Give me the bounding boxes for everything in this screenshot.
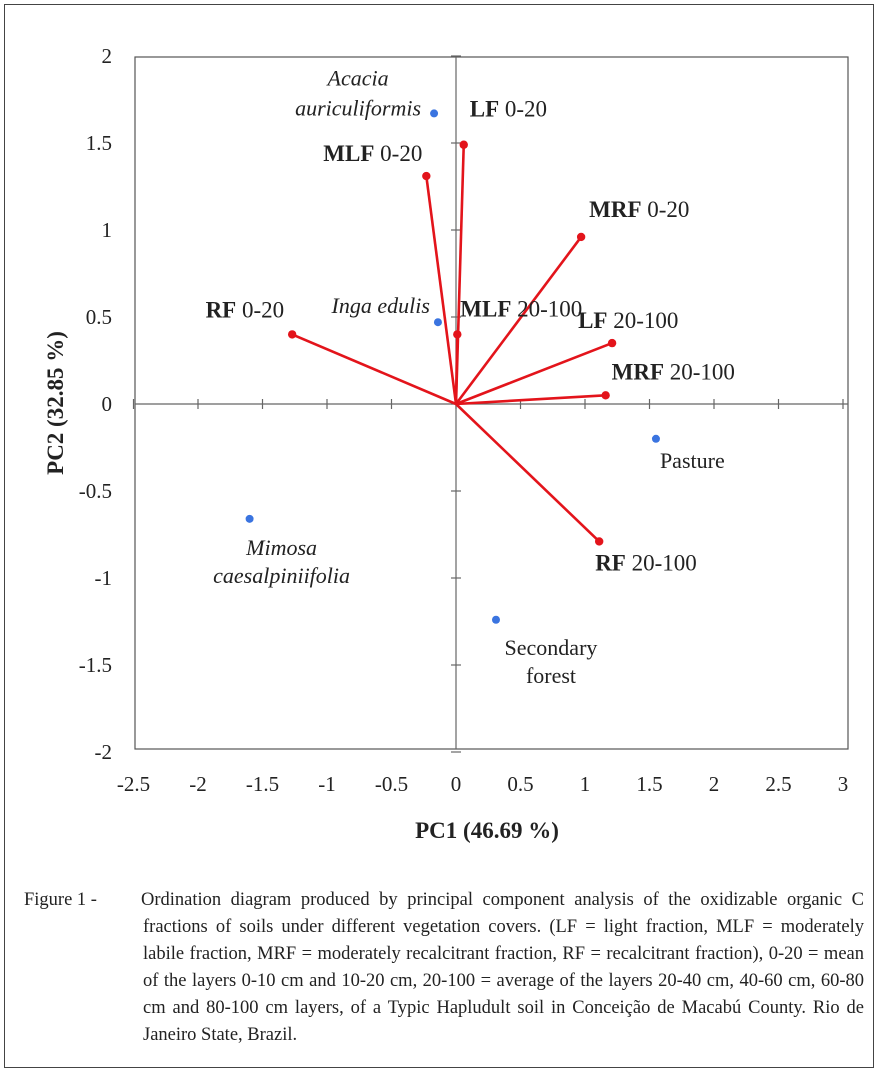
score-label-line: caesalpiniifolia <box>213 563 350 588</box>
loading-vector-line <box>455 341 613 406</box>
score-label-line: Pasture <box>660 448 725 473</box>
score-label-line: Acacia <box>326 65 389 90</box>
loading-label-fraction: RF <box>206 297 237 322</box>
x-tick-label: 1.5 <box>636 772 662 796</box>
y-tick-label: -1 <box>95 566 113 590</box>
y-axis-title: PC2 (32.85 %) <box>43 331 68 475</box>
score-point-label: Acacia auriculiformis <box>295 65 421 120</box>
score-point <box>491 615 500 624</box>
x-tick-label: 1 <box>580 772 591 796</box>
caption-text: Ordination diagram produced by principal… <box>141 890 864 1045</box>
loading-vector-label: LF 20-100 <box>578 308 678 333</box>
y-tick-label: -0.5 <box>79 479 112 503</box>
score-label-line: auriculiformis <box>295 95 421 120</box>
figure-caption: Figure 1 - Ordination diagram produced b… <box>24 887 864 1049</box>
loading-vector-line <box>425 175 458 405</box>
x-tick-label: 0 <box>451 772 462 796</box>
loading-label-depth: 0-20 <box>499 97 547 122</box>
score-points: Acacia auriculiformis Inga edulis Pasture Mi… <box>213 65 725 687</box>
loading-label-depth: 20-100 <box>607 308 678 333</box>
y-tick-label: -2 <box>95 740 113 764</box>
loading-vector-label: MLF 20-100 <box>460 296 582 321</box>
loading-vector-tip <box>459 140 468 149</box>
loading-vector-line <box>455 394 606 406</box>
x-tick-label: -0.5 <box>375 772 408 796</box>
score-label-line: Mimosa <box>245 535 317 560</box>
loading-vector-tip <box>607 338 617 348</box>
y-tick-label: 2 <box>102 44 113 68</box>
loading-label-fraction: MRF <box>589 197 641 222</box>
loading-label-depth: 0-20 <box>236 297 284 322</box>
loading-vector-line <box>455 403 601 543</box>
loading-vector-label: LF 0-20 <box>470 97 547 122</box>
x-tick-label: 2.5 <box>765 772 791 796</box>
loading-label-fraction: RF <box>595 550 626 575</box>
axes <box>132 55 848 753</box>
score-point <box>245 514 254 523</box>
plot-area-border <box>134 56 849 750</box>
score-label-line: forest <box>526 663 576 688</box>
x-tick-label: -1.5 <box>246 772 279 796</box>
loading-vector-line <box>454 236 583 405</box>
x-tick-label: -2 <box>189 772 207 796</box>
pca-biplot: -2.5 -2 -1.5 -1 -0.5 0 0.5 1 1.5 2 2.5 3 21.510.50-… <box>43 44 849 843</box>
loading-label-fraction: MLF <box>323 141 374 166</box>
score-point-label: Inga edulis <box>331 293 430 318</box>
loading-label-fraction: LF <box>470 97 499 122</box>
caption-lead: Figure 1 - <box>24 890 102 910</box>
loading-vector-line <box>291 333 457 406</box>
loading-vector-tip <box>576 232 586 242</box>
x-tick-labels: -2.5 -2 -1.5 -1 -0.5 0 0.5 1 1.5 2 2.5 3 <box>117 772 848 796</box>
loading-vector-tip <box>453 330 462 339</box>
loading-vector-tip <box>287 330 297 339</box>
score-label-line: Secondary <box>505 635 598 660</box>
y-tick-label: 1 <box>102 218 113 242</box>
x-axis-title: PC1 (46.69 %) <box>415 818 559 843</box>
score-point <box>433 318 442 327</box>
score-point-label: Secondary forest <box>505 635 598 688</box>
loading-label-fraction: LF <box>578 308 607 333</box>
loading-label-depth: 0-20 <box>374 141 422 166</box>
loading-label-fraction: MLF <box>460 296 511 321</box>
score-point <box>430 109 439 118</box>
y-tick-label: 0 <box>102 392 113 416</box>
y-tick-label: -1.5 <box>79 653 112 677</box>
x-tick-label: 0.5 <box>507 772 533 796</box>
score-point-label: Mimosa caesalpiniifolia <box>213 535 350 588</box>
x-tick-label: 3 <box>838 772 849 796</box>
loading-vector-tip <box>594 537 604 546</box>
y-tick-label: 1.5 <box>86 131 112 155</box>
loading-label-depth: 20-100 <box>511 296 582 321</box>
loading-vector-label: MLF 0-20 <box>323 141 422 166</box>
y-tick-labels: 2 1.5 1 0.5 0 -0.5 -1 -1.5 -2 <box>79 44 112 764</box>
loading-label-depth: 0-20 <box>642 197 690 222</box>
loading-label-depth: 20-100 <box>626 550 697 575</box>
loading-vector-line <box>454 334 459 405</box>
x-tick-label: 2 <box>709 772 720 796</box>
score-point-label: Pasture <box>660 448 725 473</box>
loading-vector-tip <box>601 391 610 400</box>
score-point <box>651 434 660 443</box>
loading-label-fraction: MRF <box>612 359 664 384</box>
y-tick-label: 0.5 <box>86 305 112 329</box>
x-tick-label: -2.5 <box>117 772 150 796</box>
x-tick-label: -1 <box>318 772 336 796</box>
score-label-line: Inga edulis <box>331 293 430 318</box>
loading-vector-label: MRF 20-100 <box>612 359 735 384</box>
loading-vector-tip <box>422 171 431 181</box>
loading-label-depth: 20-100 <box>664 359 735 384</box>
loading-vector-label: RF 20-100 <box>595 550 697 575</box>
loading-vector-label: RF 0-20 <box>206 297 285 322</box>
figure-frame <box>4 4 874 1068</box>
loading-vector-label: MRF 0-20 <box>589 197 689 222</box>
